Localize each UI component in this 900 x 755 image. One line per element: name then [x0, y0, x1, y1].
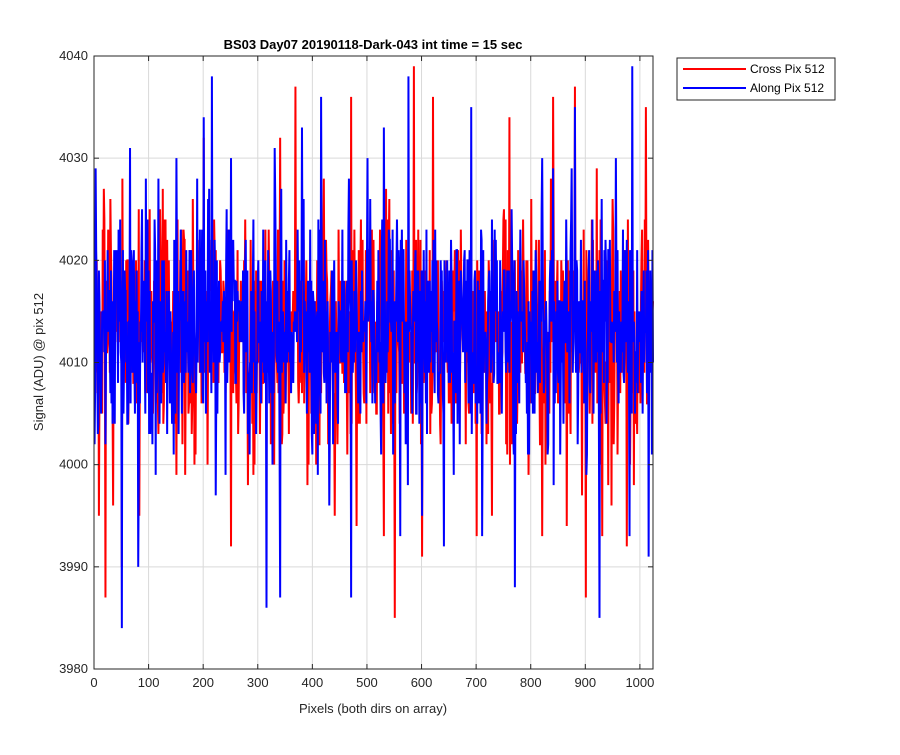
legend: Cross Pix 512 Along Pix 512: [676, 57, 836, 101]
legend-box: [676, 57, 836, 101]
legend-label-cross: Cross Pix 512: [750, 62, 825, 76]
y-tick-label: 3990: [59, 559, 88, 574]
y-tick-label: 3980: [59, 661, 88, 676]
legend-label-along: Along Pix 512: [750, 81, 824, 95]
x-tick-label: 100: [138, 675, 160, 690]
ticks: 0 100 200 300 400 500 600 700 800 900 1000 3980 3990…: [59, 48, 654, 690]
y-axis-label: Signal (ADU) @ pix 512: [31, 293, 46, 431]
x-tick-label: 300: [247, 675, 269, 690]
y-tick-label: 4010: [59, 355, 88, 370]
x-tick-label: 700: [465, 675, 487, 690]
y-tick-label: 4000: [59, 457, 88, 472]
x-tick-label: 800: [520, 675, 542, 690]
x-tick-label: 1000: [625, 675, 654, 690]
x-tick-label: 600: [411, 675, 433, 690]
x-tick-label: 200: [192, 675, 214, 690]
x-tick-label: 400: [302, 675, 324, 690]
y-tick-label: 4040: [59, 48, 88, 63]
x-axis-label: Pixels (both dirs on array): [299, 701, 447, 716]
x-tick-label: 500: [356, 675, 378, 690]
x-tick-label: 900: [574, 675, 596, 690]
y-tick-label: 4030: [59, 150, 88, 165]
chart-title: BS03 Day07 20190118-Dark-043 int time = …: [224, 37, 523, 52]
y-tick-label: 4020: [59, 252, 88, 267]
series-line-along-pix-512: [93, 66, 654, 629]
x-tick-label: 0: [90, 675, 97, 690]
series-layer: [93, 66, 654, 629]
